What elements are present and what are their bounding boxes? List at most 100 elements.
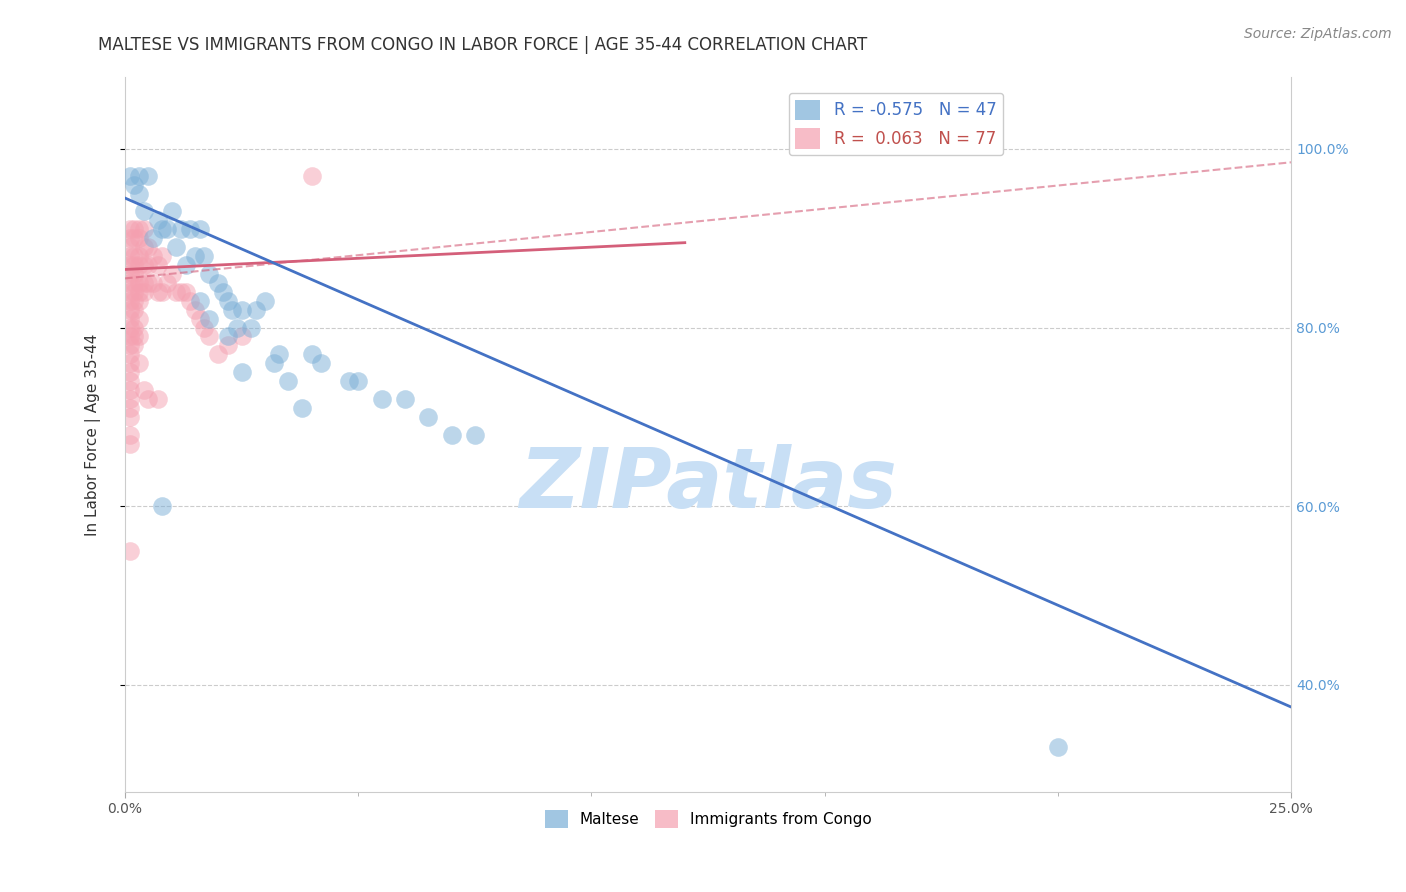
Point: [128, 293, 150, 308]
Point: [198, 267, 221, 281]
Point: [118, 365, 141, 379]
Point: [118, 249, 141, 263]
Point: [136, 392, 159, 406]
Point: [122, 338, 145, 352]
Point: [118, 276, 141, 290]
Point: [132, 240, 155, 254]
Point: [165, 240, 187, 254]
Point: [122, 320, 145, 334]
Text: MALTESE VS IMMIGRANTS FROM CONGO IN LABOR FORCE | AGE 35-44 CORRELATION CHART: MALTESE VS IMMIGRANTS FROM CONGO IN LABO…: [98, 36, 868, 54]
Point: [118, 267, 141, 281]
Point: [146, 285, 169, 299]
Point: [146, 392, 169, 406]
Point: [188, 222, 211, 236]
Point: [118, 329, 141, 343]
Point: [231, 365, 253, 379]
Point: [221, 302, 243, 317]
Point: [132, 285, 155, 299]
Point: [132, 258, 155, 272]
Point: [118, 231, 141, 245]
Point: [118, 347, 141, 361]
Point: [193, 249, 215, 263]
Point: [150, 285, 173, 299]
Point: [122, 276, 145, 290]
Point: [118, 320, 141, 334]
Point: [118, 285, 141, 299]
Point: [118, 392, 141, 406]
Point: [170, 222, 193, 236]
Point: [217, 338, 239, 352]
Point: [179, 293, 201, 308]
Point: [150, 499, 173, 513]
Point: [136, 276, 159, 290]
Point: [277, 374, 299, 388]
Point: [128, 258, 150, 272]
Point: [118, 169, 141, 183]
Point: [418, 409, 440, 424]
Point: [225, 320, 247, 334]
Point: [122, 231, 145, 245]
Point: [118, 240, 141, 254]
Point: [118, 311, 141, 326]
Point: [136, 169, 159, 183]
Point: [207, 276, 229, 290]
Point: [156, 276, 179, 290]
Point: [188, 311, 211, 326]
Point: [347, 374, 370, 388]
Point: [301, 347, 323, 361]
Point: [245, 302, 267, 317]
Legend: Maltese, Immigrants from Congo: Maltese, Immigrants from Congo: [538, 804, 877, 834]
Point: [128, 249, 150, 263]
Point: [118, 374, 141, 388]
Point: [184, 302, 207, 317]
Point: [231, 329, 253, 343]
Point: [394, 392, 416, 406]
Point: [118, 222, 141, 236]
Point: [253, 293, 276, 308]
Point: [118, 427, 141, 442]
Point: [170, 285, 193, 299]
Point: [128, 356, 150, 370]
Point: [132, 383, 155, 397]
Point: [160, 267, 183, 281]
Point: [198, 311, 221, 326]
Point: [118, 436, 141, 450]
Point: [118, 293, 141, 308]
Point: [128, 311, 150, 326]
Point: [122, 222, 145, 236]
Point: [132, 204, 155, 219]
Point: [118, 383, 141, 397]
Point: [263, 356, 285, 370]
Point: [193, 320, 215, 334]
Point: [118, 543, 141, 558]
Point: [122, 329, 145, 343]
Point: [136, 240, 159, 254]
Point: [165, 285, 187, 299]
Point: [122, 293, 145, 308]
Point: [337, 374, 360, 388]
Point: [1047, 740, 1070, 755]
Point: [122, 178, 145, 192]
Point: [156, 222, 179, 236]
Point: [440, 427, 463, 442]
Point: [122, 258, 145, 272]
Point: [128, 169, 150, 183]
Text: ZIPatlas: ZIPatlas: [519, 444, 897, 525]
Point: [188, 293, 211, 308]
Point: [122, 249, 145, 263]
Point: [198, 329, 221, 343]
Point: [174, 285, 197, 299]
Point: [136, 258, 159, 272]
Text: Source: ZipAtlas.com: Source: ZipAtlas.com: [1244, 27, 1392, 41]
Point: [239, 320, 262, 334]
Point: [142, 231, 165, 245]
Point: [118, 258, 141, 272]
Point: [142, 276, 165, 290]
Point: [217, 329, 239, 343]
Point: [370, 392, 392, 406]
Point: [179, 222, 201, 236]
Point: [207, 347, 229, 361]
Point: [132, 222, 155, 236]
Point: [122, 302, 145, 317]
Point: [150, 249, 173, 263]
